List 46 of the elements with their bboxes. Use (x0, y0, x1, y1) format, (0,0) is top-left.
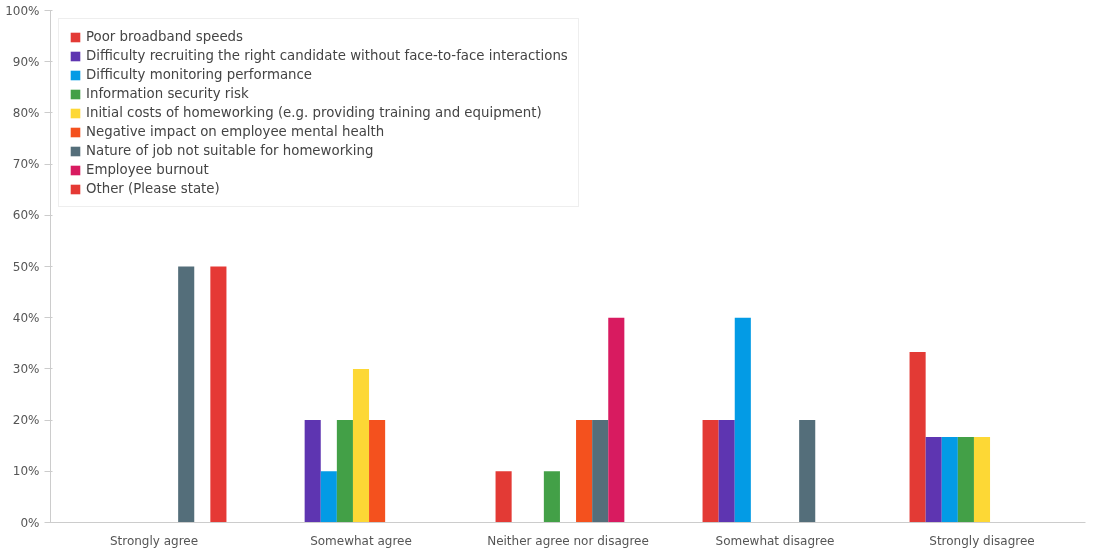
bar (592, 420, 609, 523)
x-tick-label: Neither agree nor disagree (487, 533, 649, 548)
y-tick-label: 10% (12, 464, 40, 479)
legend-label: Difficulty recruiting the right candidate without face-to-face interactions (86, 48, 568, 63)
y-tick-label: 40% (12, 310, 40, 325)
bar (320, 471, 337, 523)
y-tick-label: 90% (12, 54, 40, 69)
y-tick-label: 20% (12, 413, 40, 428)
y-tick-label: 60% (12, 208, 40, 223)
legend-label: Poor broadband speeds (86, 29, 243, 44)
bar (336, 420, 353, 523)
legend-label: Employee burnout (86, 162, 209, 177)
bar (543, 471, 560, 523)
bar (941, 437, 958, 523)
bar (304, 420, 321, 523)
bar (210, 266, 227, 523)
y-tick-label: 30% (12, 361, 40, 376)
y-tick-label: 100% (5, 3, 40, 18)
bar (973, 437, 991, 523)
bar (957, 437, 974, 523)
legend-label: Negative impact on employee mental health (86, 124, 385, 139)
x-tick-label: Somewhat agree (310, 533, 412, 548)
y-tick-label: 50% (12, 259, 40, 274)
legend-label: Initial costs of homeworking (e.g. providing training and equipment) (86, 105, 542, 120)
bar (718, 420, 735, 523)
y-tick-label: 70% (12, 157, 40, 172)
bar (178, 266, 195, 523)
x-tick-label: Strongly disagree (929, 533, 1035, 548)
bar (608, 317, 625, 523)
legend-label: Other (Please state) (86, 181, 220, 196)
bar (702, 420, 719, 523)
x-tick-label: Strongly agree (109, 533, 199, 548)
bar (352, 368, 370, 523)
bar (369, 420, 386, 523)
x-tick-label: Somewhat disagree (715, 533, 835, 548)
bar (799, 420, 816, 523)
bar (925, 437, 942, 523)
y-tick-label: 0% (20, 515, 40, 530)
legend-label: Difficulty monitoring performance (86, 67, 313, 82)
legend-label: Information security risk (86, 86, 249, 101)
legend-label: Nature of job not suitable for homeworking (86, 143, 374, 158)
bar (576, 420, 593, 523)
y-tick-label: 80% (12, 105, 40, 120)
bar (495, 471, 512, 523)
bar (734, 317, 751, 523)
bar (909, 352, 926, 523)
